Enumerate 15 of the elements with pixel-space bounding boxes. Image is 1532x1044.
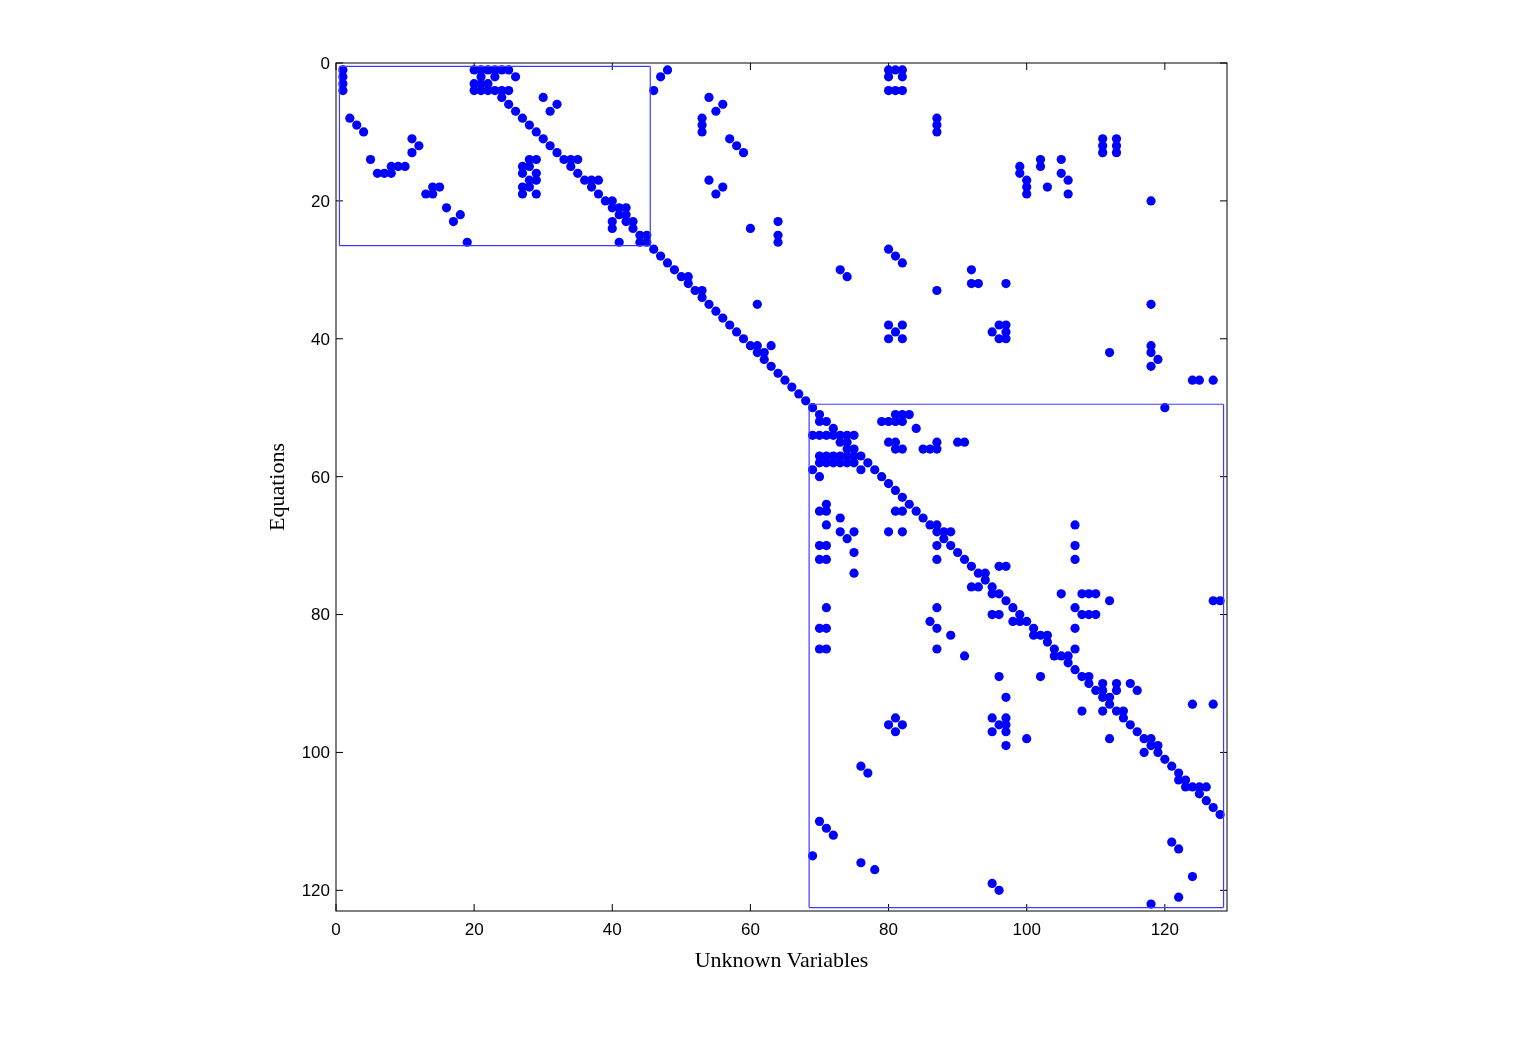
x-tick-label: 40 xyxy=(602,920,622,939)
x-axis-title: Unknown Variables xyxy=(694,947,869,972)
x-tick-label: 120 xyxy=(1150,920,1180,939)
y-tick-label: 100 xyxy=(301,743,330,763)
y-tick-label: 40 xyxy=(311,329,330,349)
x-tick-label: 60 xyxy=(740,920,760,939)
y-tick-label: 0 xyxy=(320,53,330,73)
x-tick-label: 20 xyxy=(464,920,484,939)
y-tick-label: 20 xyxy=(311,191,330,211)
x-tick-label: 80 xyxy=(879,920,899,939)
y-tick-label: 120 xyxy=(301,881,330,901)
y-tick-label: 80 xyxy=(311,605,330,625)
x-tick-label: 100 xyxy=(1012,920,1041,939)
y-axis-title: Equations xyxy=(264,443,289,531)
y-tick-label: 60 xyxy=(311,467,330,487)
